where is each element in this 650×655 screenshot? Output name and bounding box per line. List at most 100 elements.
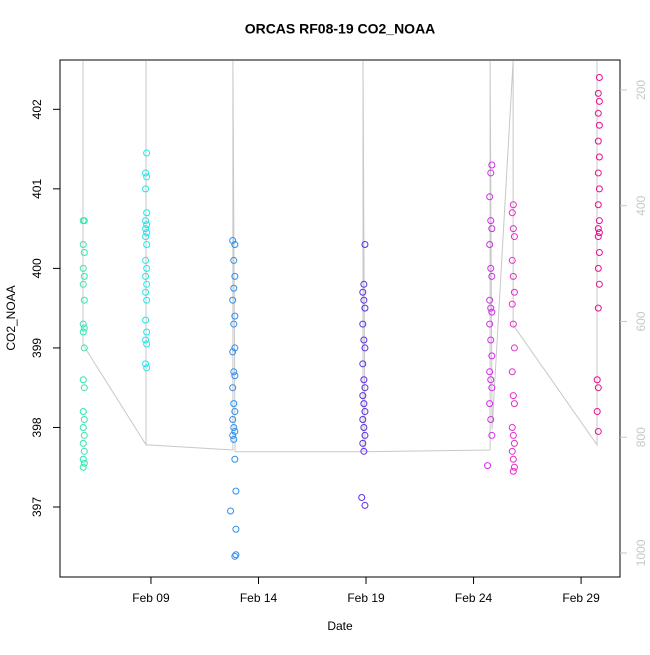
point xyxy=(79,455,87,463)
point xyxy=(488,272,496,280)
point xyxy=(487,264,495,272)
point xyxy=(79,241,87,249)
point xyxy=(230,368,238,376)
point xyxy=(80,296,88,304)
point xyxy=(594,89,602,97)
point xyxy=(143,221,151,229)
x-tick-label: Feb 19 xyxy=(347,591,385,605)
point xyxy=(594,384,602,392)
point xyxy=(361,501,369,509)
point xyxy=(229,296,237,304)
point xyxy=(360,447,368,455)
point xyxy=(229,431,237,439)
point xyxy=(487,336,495,344)
point xyxy=(79,408,87,416)
y-tick-label: 400 xyxy=(30,258,44,278)
point xyxy=(80,344,88,352)
point xyxy=(509,320,517,328)
point xyxy=(142,233,150,241)
point xyxy=(488,308,496,316)
point xyxy=(594,233,602,241)
point xyxy=(510,400,518,408)
point xyxy=(509,431,517,439)
point xyxy=(595,248,603,256)
point xyxy=(79,280,87,288)
point xyxy=(80,384,88,392)
point xyxy=(594,201,602,209)
point xyxy=(594,304,602,312)
point xyxy=(80,217,88,225)
plot-frame xyxy=(59,59,621,578)
point xyxy=(143,280,151,288)
point xyxy=(80,416,88,424)
point xyxy=(510,233,518,241)
x-tick-label: Feb 09 xyxy=(132,591,170,605)
point xyxy=(509,455,517,463)
point xyxy=(360,400,368,408)
point xyxy=(510,288,518,296)
y2-tick-label: 200 xyxy=(634,80,648,100)
point xyxy=(80,248,88,256)
point xyxy=(230,320,238,328)
point xyxy=(595,185,603,193)
point xyxy=(230,256,238,264)
point xyxy=(509,225,517,233)
chart-title: ORCAS RF08-19 CO2_NOAA xyxy=(245,21,436,37)
point xyxy=(487,169,495,177)
point xyxy=(360,423,368,431)
point xyxy=(361,344,369,352)
point xyxy=(509,201,517,209)
point xyxy=(80,447,88,455)
point xyxy=(232,525,240,533)
point xyxy=(508,300,516,308)
x-tick-label: Feb 29 xyxy=(562,591,600,605)
point xyxy=(508,423,516,431)
point xyxy=(231,272,239,280)
point xyxy=(229,348,237,356)
point xyxy=(488,225,496,233)
point xyxy=(80,459,88,467)
point xyxy=(510,463,518,471)
point xyxy=(142,360,150,368)
point xyxy=(594,427,602,435)
point xyxy=(359,439,367,447)
point xyxy=(79,264,87,272)
point xyxy=(595,121,603,129)
point xyxy=(361,431,369,439)
point xyxy=(80,431,88,439)
point xyxy=(143,173,151,181)
point xyxy=(361,304,369,312)
y-axis-label: CO2_NOAA xyxy=(4,285,18,350)
point xyxy=(231,372,239,380)
point xyxy=(508,447,516,455)
point xyxy=(79,439,87,447)
point xyxy=(360,280,368,288)
point xyxy=(143,340,151,348)
point xyxy=(231,427,239,435)
point xyxy=(486,241,494,249)
y2-tick-label: 400 xyxy=(634,195,648,215)
point xyxy=(488,431,496,439)
point xyxy=(594,169,602,177)
point xyxy=(142,288,150,296)
point xyxy=(595,97,603,105)
point xyxy=(231,241,239,249)
y2-tick-label: 600 xyxy=(634,311,648,331)
point xyxy=(486,400,494,408)
point xyxy=(142,316,150,324)
altitude-line xyxy=(82,61,598,453)
point xyxy=(509,272,517,280)
point xyxy=(593,408,601,416)
point xyxy=(360,296,368,304)
point xyxy=(231,408,239,416)
point xyxy=(359,288,367,296)
point xyxy=(230,284,238,292)
point xyxy=(510,439,518,447)
point xyxy=(509,467,517,475)
point xyxy=(484,462,492,470)
x-tick-label: Feb 14 xyxy=(240,591,278,605)
point xyxy=(486,296,494,304)
point xyxy=(231,344,239,352)
point xyxy=(142,272,150,280)
